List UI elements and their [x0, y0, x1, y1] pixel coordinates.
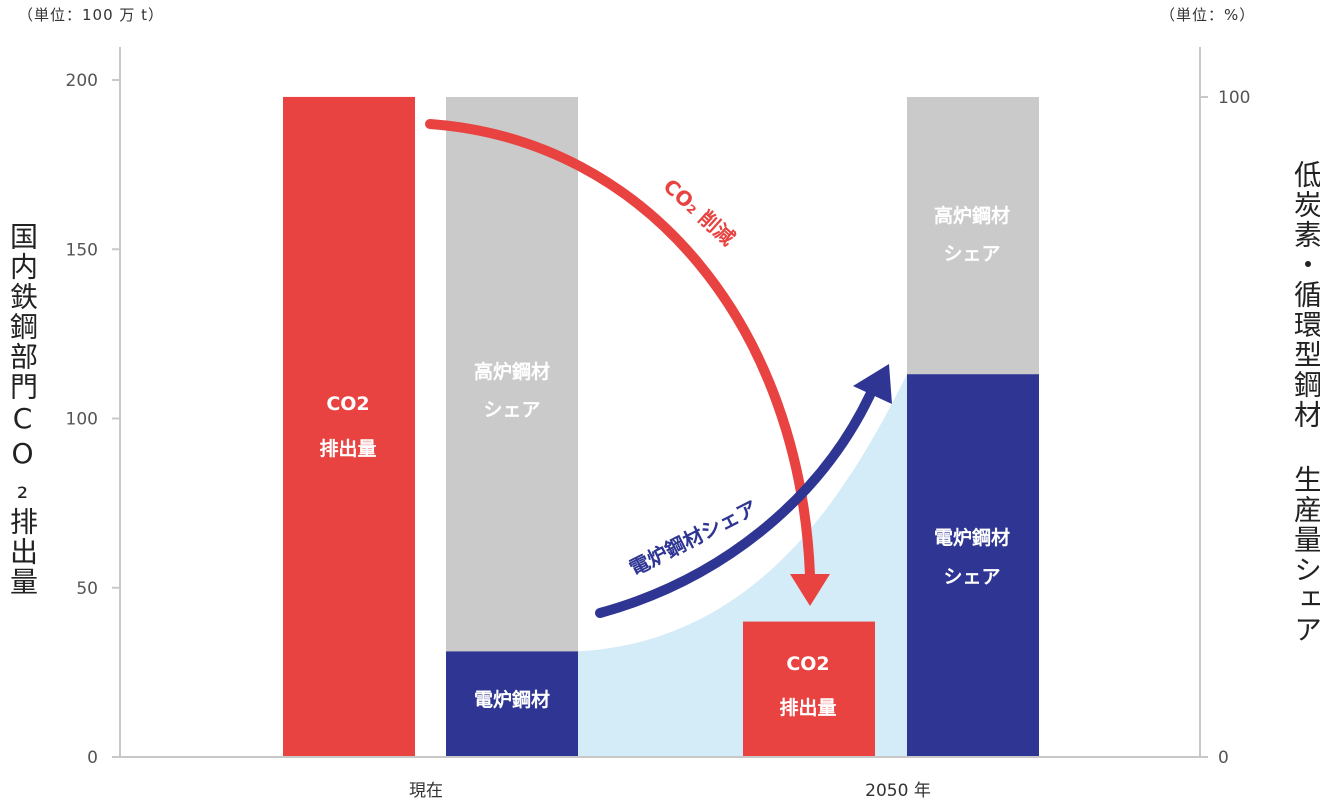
bar-co2-emission-2050 — [743, 621, 875, 757]
eaf-label-2050-line2: シェア — [943, 566, 1000, 588]
right-unit-label: （単位：%） — [1160, 6, 1256, 24]
co2-label-now-line1: CO2 — [326, 393, 369, 415]
co2-reduction-arrowhead — [790, 574, 830, 606]
left-axis-title: 国内鉄鋼部門CO₂排出量 — [6, 222, 39, 597]
co2-reduction-arrow — [425, 119, 815, 580]
bof-label-2050-line2: シェア — [943, 243, 1000, 265]
left-tick-label: 150 — [66, 240, 98, 260]
co2-label-now-line2: 排出量 — [319, 437, 376, 460]
eaf-label-2050-line1: 電炉鋼材 — [934, 526, 1010, 549]
bof-label-2050-line1: 高炉鋼材 — [934, 204, 1010, 227]
bar-eaf-share-now — [446, 651, 578, 757]
bar-eaf-share-2050 — [907, 374, 1039, 757]
bar-bof-share-now — [446, 97, 578, 652]
bar-co2-emission-now — [283, 96, 415, 758]
right-tick-label: 100 — [1218, 88, 1250, 108]
eaf-label-now: 電炉鋼材 — [474, 688, 550, 711]
bof-label-now-line1: 高炉鋼材 — [474, 360, 550, 383]
left-tick-label: 200 — [66, 71, 98, 91]
left-tick-label: 0 — [87, 748, 98, 768]
right-axis-title: 低炭素・循環型鋼材 生産量シェア — [1290, 160, 1320, 645]
eaf-share-arrow — [595, 390, 875, 618]
co2-label-2050-line2: 排出量 — [779, 696, 836, 719]
left-axis-ticks: 0 50 100 150 200 — [66, 71, 120, 768]
left-tick-label: 50 — [76, 579, 98, 599]
eaf-share-arrowhead — [853, 364, 892, 404]
right-axis-ticks: 0 100 — [1200, 88, 1250, 768]
bar-bof-share-2050 — [907, 97, 1039, 375]
x-tick-label-now: 現在 — [409, 781, 443, 801]
right-tick-label: 0 — [1218, 748, 1229, 768]
eaf-share-label: 電炉鋼材シェア — [625, 496, 761, 581]
x-tick-label-2050: 2050 年 — [865, 781, 931, 801]
co2-label-2050-line1: CO2 — [786, 653, 829, 675]
left-tick-label: 100 — [66, 410, 98, 430]
left-unit-label: （単位：100 万 t） — [18, 6, 165, 24]
bof-label-now-line2: シェア — [483, 399, 540, 421]
